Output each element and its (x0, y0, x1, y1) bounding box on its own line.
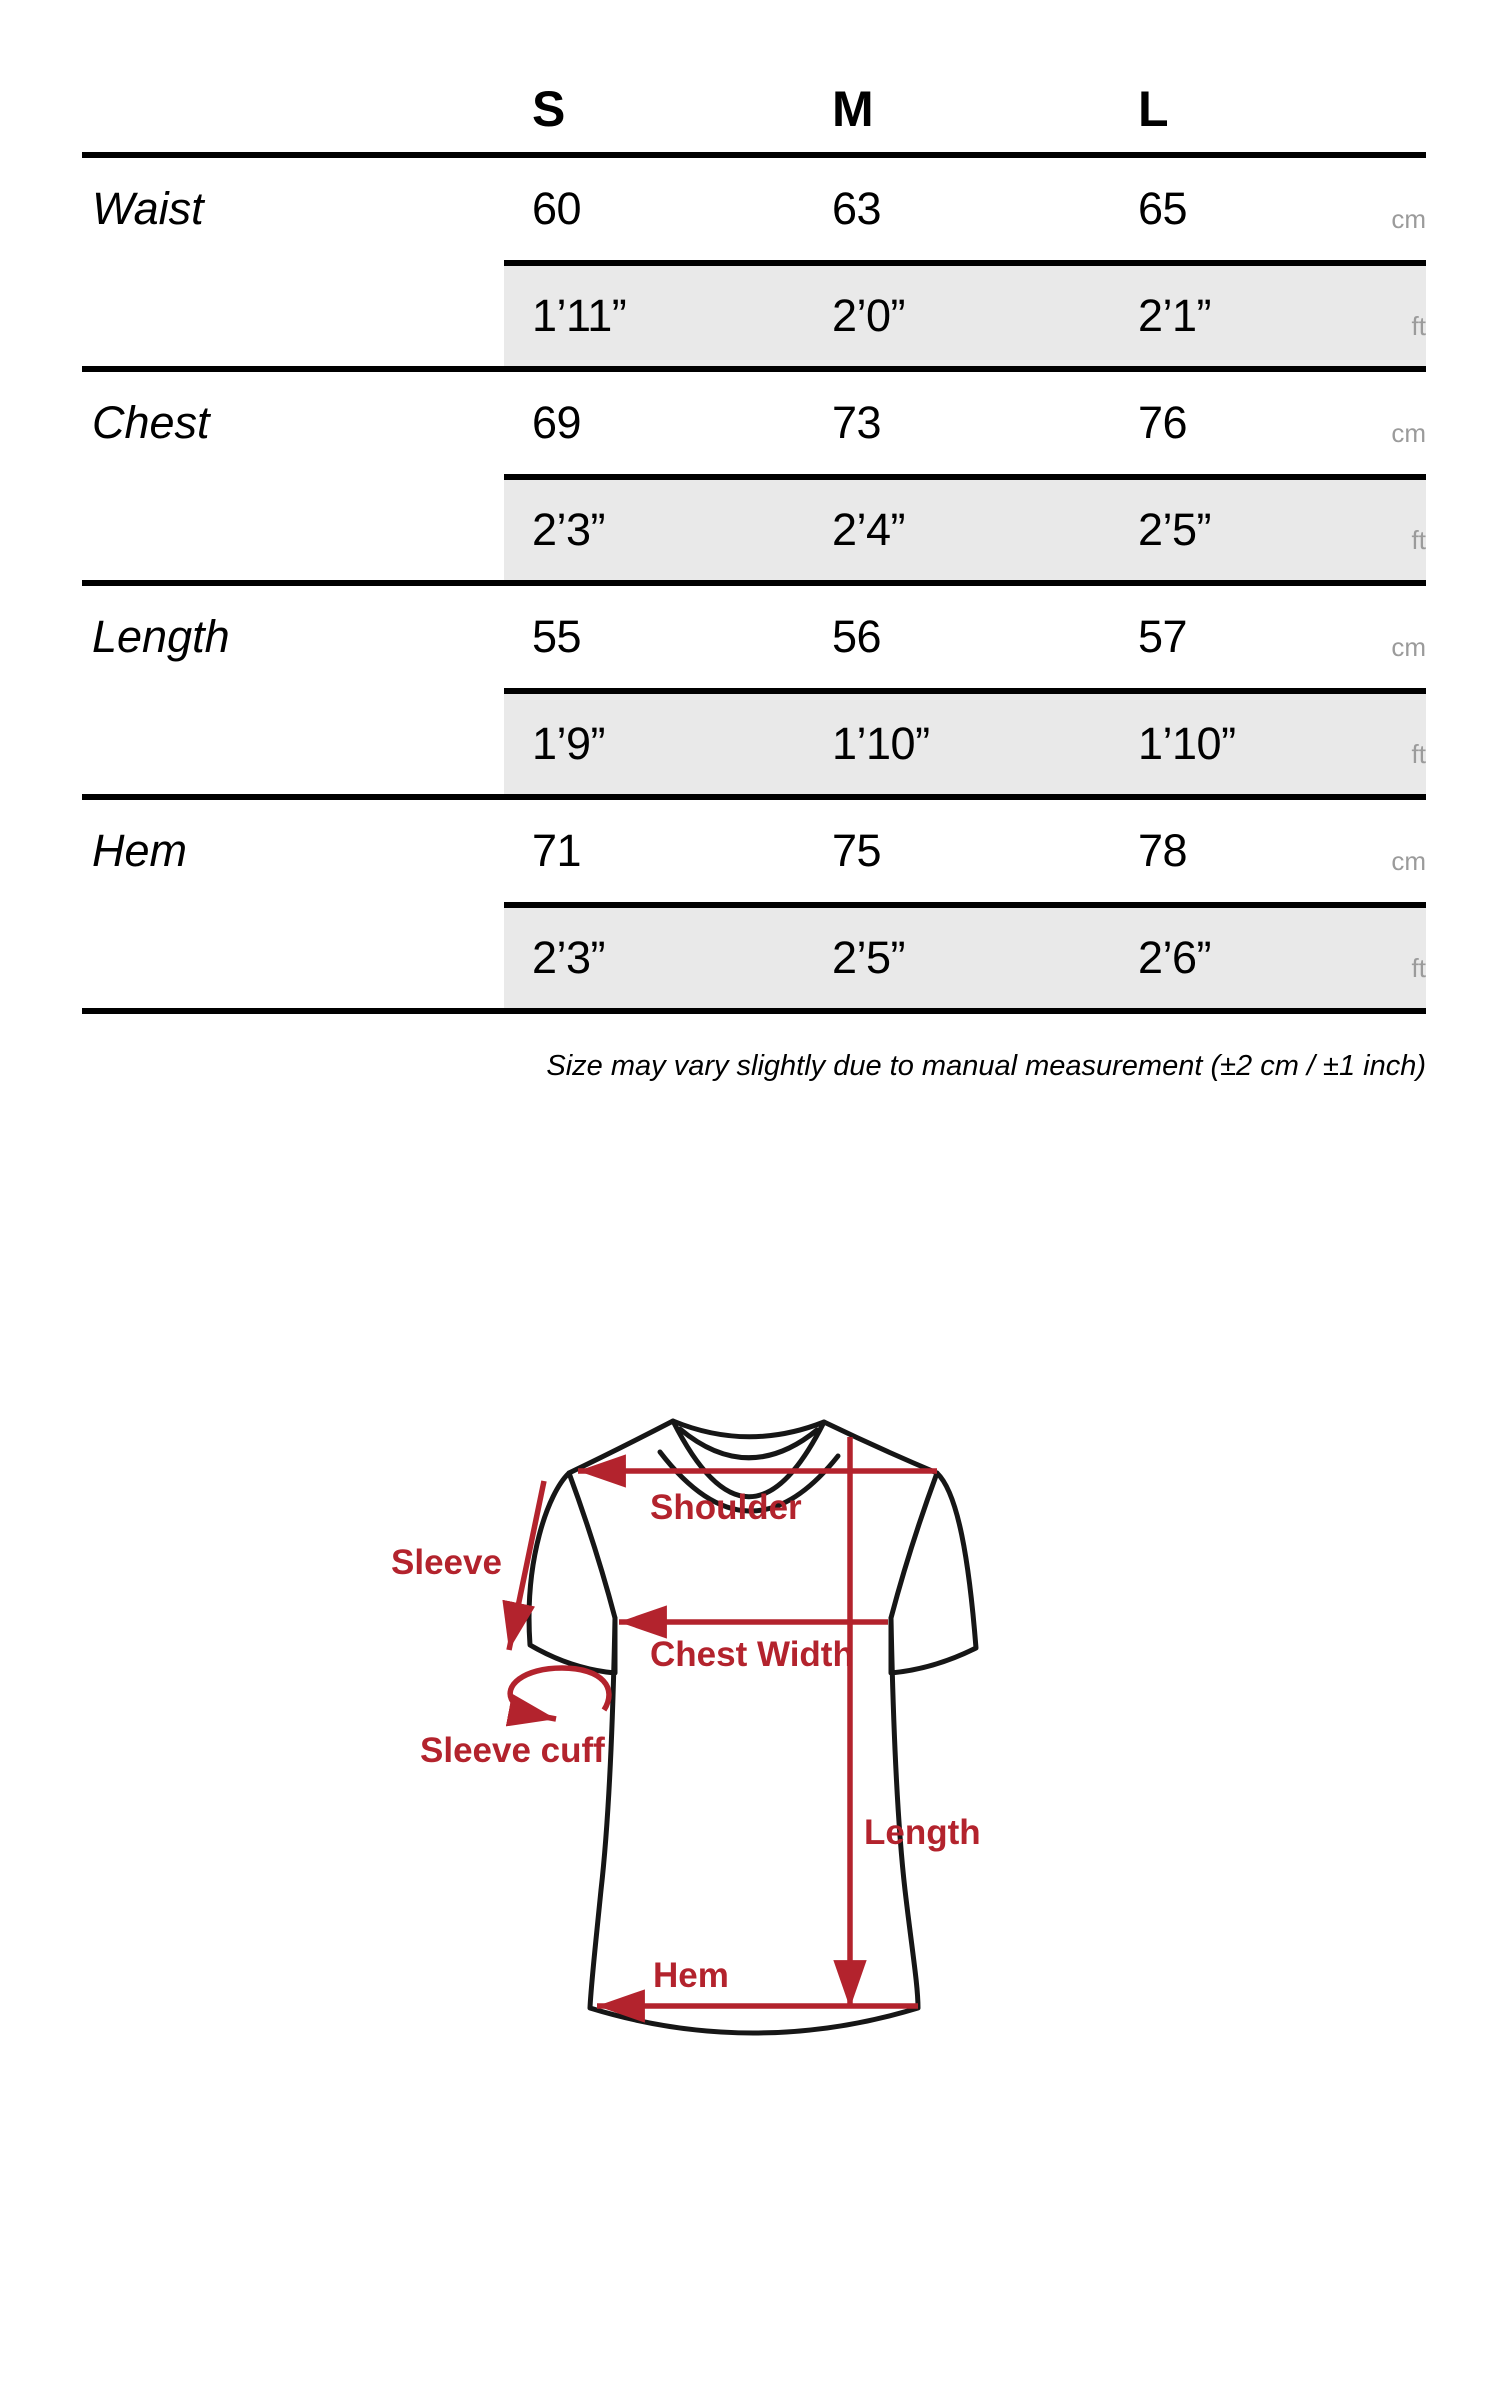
row-label-spacer (82, 474, 504, 580)
unit-label-ft: ft (1411, 738, 1426, 769)
collar-band-line (657, 1449, 841, 1514)
hem-label: Hem (653, 1956, 729, 1995)
table-row: 2’3” 2’5” 2’6” ft (82, 902, 1426, 1008)
cell-value: 2’1” (1138, 290, 1212, 341)
row-label-spacer (82, 688, 504, 794)
table-row: Hem 71 75 78 cm (82, 800, 1426, 902)
table-row: 1’9” 1’10” 1’10” ft (82, 688, 1426, 794)
cell-value: 55 (532, 611, 582, 662)
armhole-seam-left (566, 1470, 618, 1621)
cell-value: 65 (1138, 183, 1188, 234)
cell-value: 2’5” (1138, 504, 1212, 555)
cell-value: 2’5” (832, 932, 906, 983)
table-row: Waist 60 63 65 cm (82, 158, 1426, 260)
column-header-m: M (832, 81, 874, 137)
row-label: Chest (92, 397, 210, 448)
cell-value: 78 (1138, 825, 1188, 876)
cell-value: 76 (1138, 397, 1188, 448)
collar-back-bottom-line (677, 1426, 820, 1461)
size-table: S M L Waist 60 63 65 cm 1’11” 2’0” 2’1” … (82, 0, 1426, 1083)
ft-band: 2’3” 2’4” 2’5” ft (504, 474, 1426, 580)
cell-value: 73 (832, 397, 882, 448)
table-row: Chest 69 73 76 cm (82, 372, 1426, 474)
cell-value: 2’6” (1138, 932, 1212, 983)
header-spacer (82, 138, 504, 152)
table-bottom-rule (82, 1008, 1426, 1014)
table-row: 2’3” 2’4” 2’5” ft (82, 474, 1426, 580)
cell-value: 1’10” (1138, 718, 1236, 769)
unit-label-cm: cm (1391, 417, 1426, 448)
row-label: Hem (92, 825, 188, 876)
cell-value: 2’4” (832, 504, 906, 555)
sleeve-cuff-arrow (505, 1665, 612, 1727)
unit-label-ft: ft (1411, 524, 1426, 555)
cell-value: 1’9” (532, 718, 606, 769)
armhole-seam-right (888, 1470, 940, 1621)
cell-value: 1’11” (532, 290, 627, 341)
table-group-waist: Waist 60 63 65 cm 1’11” 2’0” 2’1” ft (82, 152, 1426, 366)
row-label: Waist (92, 183, 204, 234)
length-label: Length (864, 1813, 981, 1852)
table-group-length: Length 55 56 57 cm 1’9” 1’10” 1’10” ft (82, 580, 1426, 794)
sleeve-label: Sleeve (391, 1543, 502, 1582)
collar-back-top-line (670, 1418, 827, 1440)
size-table-header: S M L (82, 0, 1426, 152)
table-row: 1’11” 2’0” 2’1” ft (82, 260, 1426, 366)
table-row: Length 55 56 57 cm (82, 586, 1426, 688)
cell-value: 2’3” (532, 504, 606, 555)
shoulder-label: Shoulder (650, 1488, 802, 1527)
cell-value: 75 (832, 825, 882, 876)
header-unit-spacer (1306, 138, 1426, 152)
unit-label-ft: ft (1411, 952, 1426, 983)
row-label-spacer (82, 902, 504, 1008)
ft-band: 2’3” 2’5” 2’6” ft (504, 902, 1426, 1008)
cell-value: 69 (532, 397, 582, 448)
cell-value: 71 (532, 825, 582, 876)
cell-value: 2’3” (532, 932, 606, 983)
column-header-l: L (1138, 81, 1169, 137)
cell-value: 57 (1138, 611, 1188, 662)
cell-value: 60 (532, 183, 582, 234)
row-label: Length (92, 611, 230, 662)
table-group-hem: Hem 71 75 78 cm 2’3” 2’5” 2’6” ft (82, 794, 1426, 1008)
table-group-chest: Chest 69 73 76 cm 2’3” 2’4” 2’5” ft (82, 366, 1426, 580)
cell-value: 56 (832, 611, 882, 662)
sleeve-cuff-label: Sleeve cuff (420, 1731, 605, 1770)
chest-width-label: Chest Width (650, 1635, 854, 1674)
unit-label-ft: ft (1411, 310, 1426, 341)
measurement-note: Size may vary slightly due to manual mea… (546, 1050, 1426, 1082)
sleeve-arrow (502, 1480, 547, 1651)
row-label-spacer (82, 260, 504, 366)
cell-value: 2’0” (832, 290, 906, 341)
cell-value: 63 (832, 183, 882, 234)
column-header-s: S (532, 81, 566, 137)
unit-label-cm: cm (1391, 845, 1426, 876)
ft-band: 1’11” 2’0” 2’1” ft (504, 260, 1426, 366)
unit-label-cm: cm (1391, 631, 1426, 662)
cell-value: 1’10” (832, 718, 930, 769)
ft-band: 1’9” 1’10” 1’10” ft (504, 688, 1426, 794)
unit-label-cm: cm (1391, 203, 1426, 234)
tshirt-diagram-svg: Shoulder Sleeve Chest Width Sleeve cuff … (391, 1418, 981, 2036)
